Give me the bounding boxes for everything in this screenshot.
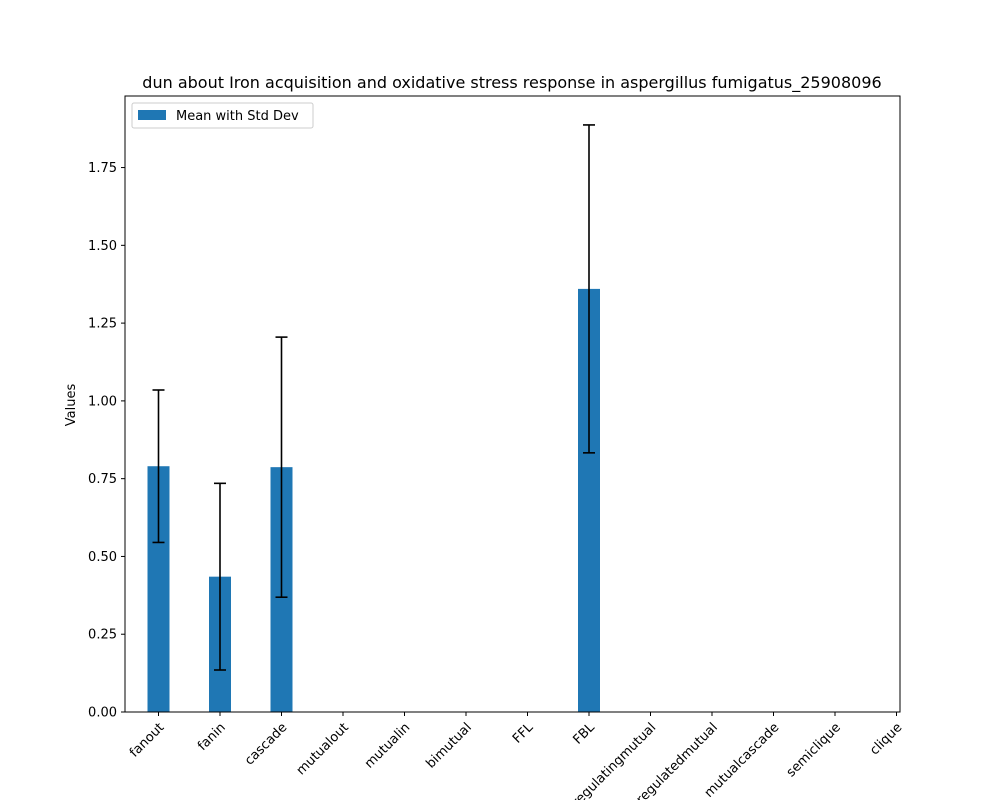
y-tick-label: 1.75: [88, 161, 117, 176]
chart-title: dun about Iron acquisition and oxidative…: [142, 73, 881, 93]
x-tick-label-clique: clique: [867, 720, 905, 758]
y-tick-label: 1.25: [88, 317, 117, 332]
x-axis: fanout fanin cascade mutualout mutualin bimut…: [127, 712, 905, 804]
legend: Mean with Std Dev: [131, 102, 314, 129]
error-bars-group: [152, 124, 595, 671]
bar-FBL: [578, 288, 600, 712]
x-tick-label-mutualout: mutualout: [294, 720, 352, 778]
y-tick-label: 0.50: [88, 550, 117, 565]
x-tick-label-cascade: cascade: [242, 720, 290, 768]
x-tick-label-bimutual: bimutual: [423, 720, 474, 771]
y-axis-label: Values: [64, 384, 79, 427]
y-tick-label: 0.75: [88, 472, 117, 487]
legend-box: [131, 102, 314, 129]
y-tick-label: 0.00: [88, 706, 117, 721]
legend-swatch: [138, 110, 166, 120]
y-tick-label: 1.00: [88, 394, 117, 409]
y-tick-label: 1.50: [88, 239, 117, 254]
x-tick-label-semiclique: semiclique: [784, 720, 844, 780]
x-tick-label-fanout: fanout: [127, 720, 167, 760]
x-tick-label-FBL: FBL: [571, 720, 599, 748]
x-tick-label-FFL: FFL: [510, 720, 537, 747]
plot-frame: [124, 95, 901, 713]
bars-group: [147, 288, 600, 712]
bar-fanout: [147, 466, 170, 712]
x-tick-label-mutualin: mutualin: [362, 720, 413, 771]
legend-label: Mean with Std Dev: [176, 109, 299, 124]
x-tick-label-fanin: fanin: [195, 720, 229, 754]
y-axis: 0.00 0.25 0.50 0.75 1.00 1.25 1.50 1.75: [88, 161, 125, 721]
y-tick-label: 0.25: [88, 628, 117, 643]
